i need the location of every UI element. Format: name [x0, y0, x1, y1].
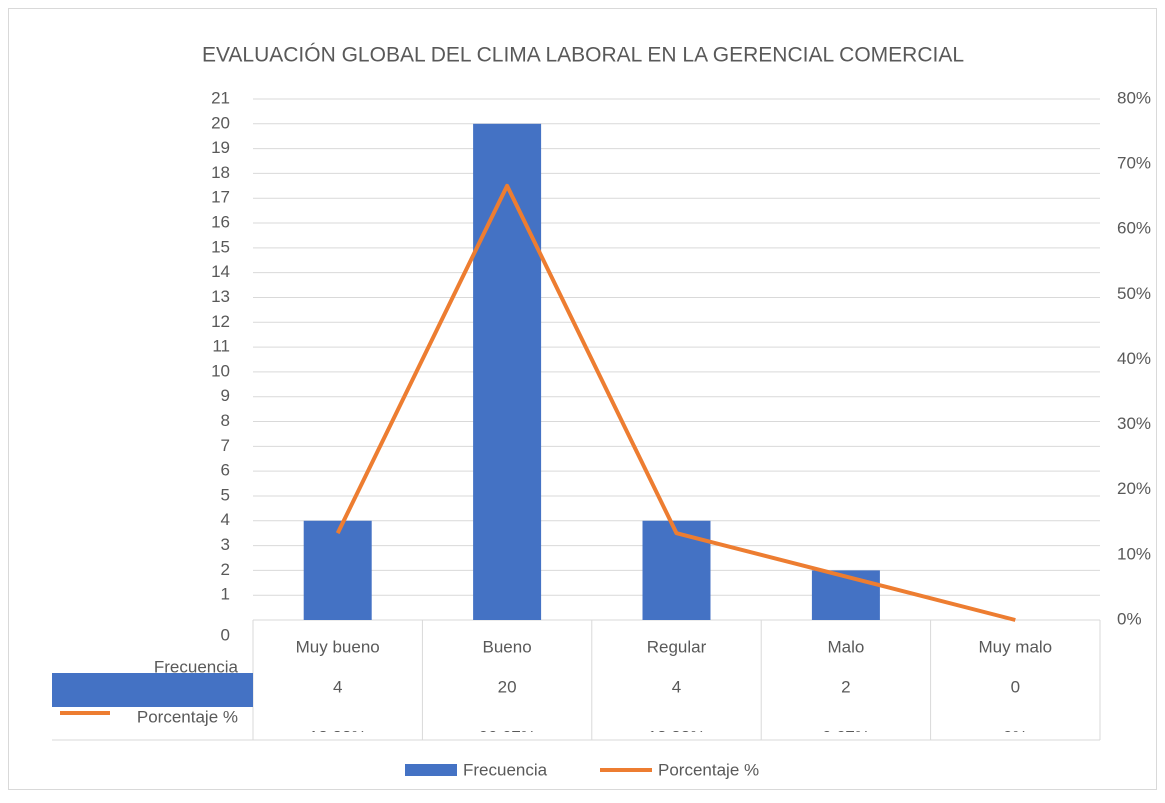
y-tick-label: 9: [221, 386, 230, 405]
y-tick-label: 12: [211, 312, 230, 331]
table-cell: 13,33%: [309, 727, 367, 746]
y-tick-label: 13: [211, 287, 230, 306]
y-tick-label: 17: [211, 188, 230, 207]
y-tick-label: 20: [211, 113, 230, 132]
x-tick-label: Bueno: [483, 637, 532, 656]
y2-tick-label: 60%: [1117, 219, 1151, 238]
bar: [303, 520, 372, 620]
y-tick-label: 5: [221, 485, 230, 504]
table-key: [52, 673, 253, 707]
y-tick-label: 14: [211, 262, 230, 281]
chart-title: EVALUACIÓN GLOBAL DEL CLIMA LABORAL EN L…: [202, 44, 964, 67]
y-tick-label: 0: [221, 625, 230, 644]
y-tick-label: 16: [211, 213, 230, 232]
bar: [811, 570, 880, 620]
y-tick-label: 2: [221, 560, 230, 579]
table-cell: 66,67%: [478, 727, 536, 746]
bar: [642, 520, 711, 620]
y-tick-label: 8: [221, 411, 230, 430]
y2-tick-label: 50%: [1117, 284, 1151, 303]
y-tick-label: 18: [211, 163, 230, 182]
y2-tick-label: 30%: [1117, 414, 1151, 433]
y2-tick-label: 80%: [1117, 88, 1151, 107]
legend-label: Frecuencia: [463, 760, 548, 779]
x-tick-label: Muy bueno: [296, 637, 380, 656]
table-cell: 20: [498, 677, 517, 696]
y-tick-label: 4: [221, 510, 230, 529]
x-tick-label: Muy malo: [978, 637, 1052, 656]
table-cell: 0: [1011, 677, 1020, 696]
y-tick-label: 11: [212, 337, 230, 356]
y-tick-label: 7: [221, 436, 230, 455]
y2-tick-label: 0%: [1117, 609, 1142, 628]
line: [335, 183, 1016, 622]
legend-label: Porcentaje %: [658, 760, 759, 779]
table-cell: 6,67%: [822, 727, 870, 746]
y2-tick-label: 40%: [1117, 349, 1151, 368]
table-cell: 4: [672, 677, 681, 696]
table-cell: 4: [333, 677, 342, 696]
y-tick-label: 1: [221, 585, 230, 604]
x-tick-label: Regular: [647, 637, 707, 656]
chart-border: [8, 8, 1157, 790]
y-tick-label: 15: [211, 237, 230, 256]
table-row-header: Porcentaje %: [137, 707, 238, 726]
table-cell: 2: [841, 677, 850, 696]
bar: [473, 123, 542, 621]
y2-tick-label: 70%: [1117, 154, 1151, 173]
y-tick-label: 10: [211, 361, 230, 380]
y2-tick-label: 20%: [1117, 479, 1151, 498]
legend-swatch: [405, 764, 457, 776]
y2-tick-label: 10%: [1117, 544, 1151, 563]
table-row-header: Frecuencia: [154, 657, 239, 676]
x-tick-label: Malo: [827, 637, 864, 656]
table-cell: 13,33%: [648, 727, 706, 746]
y-tick-label: 21: [211, 88, 230, 107]
y-tick-label: 19: [211, 138, 230, 157]
y-tick-label: 3: [221, 535, 230, 554]
table-cell: 0%: [1003, 727, 1028, 746]
y-tick-label: 6: [221, 461, 230, 480]
